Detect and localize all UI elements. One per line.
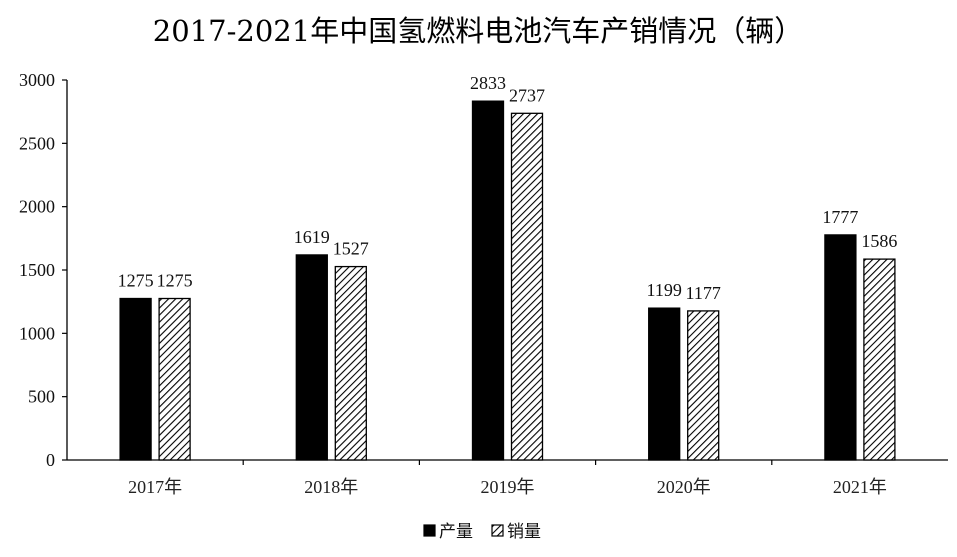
y-tick-label: 1500 [19, 260, 55, 280]
data-label: 2833 [470, 73, 506, 93]
data-label: 1527 [333, 239, 369, 259]
data-label: 1777 [822, 207, 858, 227]
legend-swatch-sales [491, 524, 504, 537]
legend-label-sales: 销量 [507, 522, 541, 542]
y-tick-label: 1000 [19, 323, 55, 343]
axes: 0 500 1000 1500 2000 2500 3000 2017年 2018年 2019年 2… [19, 70, 948, 497]
x-tick-label: 2021年 [833, 477, 887, 497]
data-label: 1177 [686, 283, 721, 303]
y-tick-label: 2500 [19, 133, 55, 153]
bar-production [471, 100, 505, 461]
data-label: 1275 [118, 271, 154, 291]
y-tick-label: 3000 [19, 70, 55, 90]
bar-sales [863, 258, 896, 461]
legend-swatch-production [423, 524, 436, 537]
bar-sales [334, 265, 367, 461]
x-tick-label: 2019年 [481, 477, 535, 497]
bar-production [295, 254, 328, 461]
x-tick-label: 2017年 [128, 477, 182, 497]
chart-title: 2017-2021年中国氢燃料电池汽车产销情况（辆） [153, 14, 803, 48]
bar-sales [687, 310, 720, 461]
x-tick-label: 2018年 [304, 477, 358, 497]
data-label: 1619 [294, 227, 330, 247]
legend-label-production: 产量 [439, 522, 473, 542]
y-tick-label: 0 [46, 450, 55, 470]
bars [119, 100, 896, 461]
data-label: 1199 [647, 280, 682, 300]
bar-production [648, 307, 681, 461]
bar-production [119, 297, 152, 461]
legend: 产量 销量 [423, 522, 541, 542]
bar-sales [158, 297, 191, 461]
x-tick-label: 2020年 [657, 477, 711, 497]
data-label: 2737 [509, 85, 545, 105]
data-label: 1275 [157, 271, 193, 291]
bar-production [824, 234, 857, 461]
bar-sales [510, 112, 544, 461]
data-label: 1586 [861, 231, 897, 251]
y-tick-label: 500 [28, 387, 55, 407]
y-tick-label: 2000 [19, 197, 55, 217]
